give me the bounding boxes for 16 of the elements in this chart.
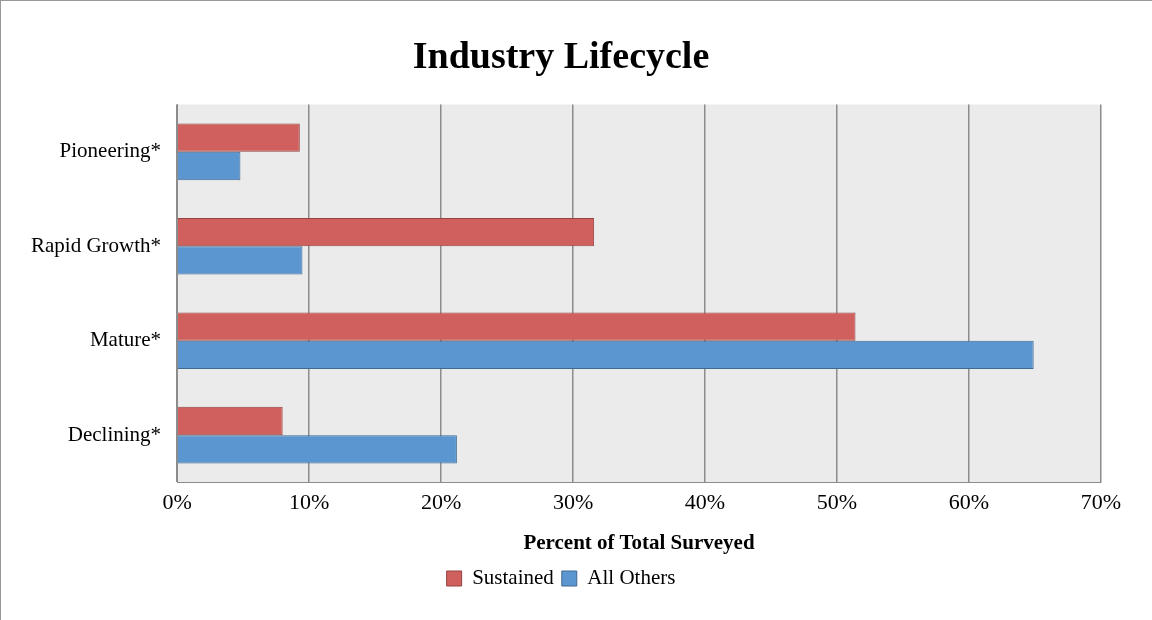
x-tick-label: 0% (162, 489, 192, 515)
y-tick-label: Mature* (89, 327, 162, 352)
x-tick-label: 50% (816, 489, 858, 515)
x-tick-label: 60% (948, 489, 990, 515)
y-tick-label: Declining* (67, 421, 162, 446)
x-axis-title: Percent of Total Surveyed (523, 529, 755, 554)
x-tick-label: 70% (1080, 489, 1122, 515)
x-tick-label: 30% (552, 489, 594, 515)
y-tick-label: Rapid Growth* (30, 232, 162, 257)
x-tick-label: 10% (288, 489, 330, 515)
chart-title: Industry Lifecycle (412, 33, 710, 76)
x-tick-label: 20% (420, 489, 462, 515)
x-tick-label: 40% (684, 489, 726, 515)
y-tick-label: Pioneering* (59, 138, 162, 163)
legend-label: Sustained (472, 565, 555, 590)
legend-label: All Others (587, 565, 676, 590)
